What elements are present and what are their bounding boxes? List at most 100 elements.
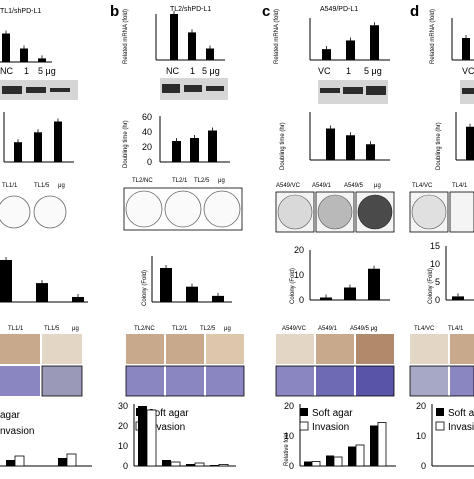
colony-well <box>125 190 163 228</box>
panel-a-photo-label: TL1/5 <box>44 326 60 332</box>
invasion-bar <box>333 456 343 467</box>
panel-d-bottom-ytick: 20 <box>416 401 426 411</box>
panel-b-doubling-ylabel: Doubling time (hr) <box>123 120 129 168</box>
panel-c-doubling-bar <box>366 144 375 160</box>
panel-c-title: A549/PD-L1 <box>320 6 358 13</box>
panel-b-bottom-ytick: 0 <box>123 461 128 471</box>
panel-c-ytick: 20 <box>294 245 304 255</box>
panel-c-letter: c <box>262 3 270 20</box>
panel-a-xtick: 1 <box>24 66 29 76</box>
panel-c-colony-label: A549/1 <box>312 183 332 189</box>
wb-band <box>343 87 363 94</box>
panel-d-colony-bar <box>452 296 464 300</box>
panel-a-mrna-bar <box>20 48 28 62</box>
panel-b-colony-ylabel: Colony (Fold) <box>142 270 148 306</box>
wb-band <box>320 88 340 93</box>
softagar-bar <box>58 458 67 466</box>
panel-b-doubling-bar <box>172 141 181 162</box>
panel-a-xtick: 5 μg <box>38 66 56 76</box>
wb-band <box>206 86 224 91</box>
colony-well <box>164 190 202 228</box>
panel-b-softagar-photo <box>206 334 244 364</box>
panel-b-legend-invasion: Invasion <box>148 422 185 433</box>
invasion-bar <box>194 462 205 467</box>
panel-a-softagar-photo <box>0 334 40 364</box>
wb-band <box>162 84 180 93</box>
colony-well <box>0 195 31 229</box>
softagar-bar <box>186 464 195 466</box>
panel-b-legend-softagar: Soft agar <box>148 408 189 419</box>
panel-b-ytick: 0 <box>147 157 152 167</box>
panel-b-mrna-ylabel: Related mRNA (fold) <box>123 9 129 64</box>
panel-d-bottom-ytick: 0 <box>421 461 426 471</box>
softagar-bar <box>348 446 356 466</box>
panel-d-colony-photo <box>449 191 474 233</box>
softagar-bar <box>6 460 15 466</box>
panel-a-softagar-photo <box>42 334 82 364</box>
softagar-bar <box>370 425 378 466</box>
panel-d-doubling-bar <box>466 126 474 160</box>
panel-b-bottom-bars <box>138 406 229 467</box>
panel-d-legend-invasion: Invasi <box>448 422 474 433</box>
panel-a-colony-bar <box>72 296 84 302</box>
panel-a-doubling-bar <box>54 121 62 162</box>
panel-c-photo-label: A549/5 μg <box>350 326 377 332</box>
panel-b-ytick: 60 <box>142 112 152 122</box>
panel-d-mrna-ylabel: Related mRNA (fold) <box>430 9 436 64</box>
panel-b-colony-bar <box>212 295 224 302</box>
panel-c-doubling-bar <box>346 135 355 160</box>
panel-b-photo-label: TL2/NC <box>134 326 155 332</box>
panel-a-legend-softagar: agar <box>0 410 21 421</box>
panel-d-colony-ylabel: Colony (Fold) <box>428 268 434 304</box>
invasion-bar <box>311 461 321 467</box>
panel-a-doubling-bar <box>14 142 22 162</box>
panel-c-doubling-bar <box>326 128 335 160</box>
wb-band <box>184 85 202 92</box>
panel-c-invasion-photo <box>316 366 354 396</box>
panel-c-bottom-bars <box>304 422 387 467</box>
panel-d-softagar-photo <box>410 334 448 364</box>
panel-a-colony-bar <box>36 283 48 302</box>
softagar-bar <box>326 455 334 466</box>
panel-c-ytick: 0 <box>299 295 304 305</box>
panel-c-xtick: VC <box>318 66 331 76</box>
wb-band <box>2 86 22 94</box>
panel-a-mrna-bar <box>2 33 10 62</box>
panel-c-invasion-photo <box>276 366 314 396</box>
panel-b-doubling-bar <box>190 138 199 162</box>
photo-frame <box>125 365 245 397</box>
panel-d-xtick: VC <box>462 66 474 76</box>
panel-c-doubling-ylabel: Doubling time (hr) <box>280 122 286 170</box>
panel-c-xtick: 5 μg <box>364 66 382 76</box>
panel-c-xtick: 1 <box>346 66 351 76</box>
panel-c-softagar-photo <box>276 334 314 364</box>
panel-b-photo-label: TL2/5 <box>200 326 216 332</box>
panel-b-colony-label: TL2/NC <box>132 178 153 184</box>
panel-c-legend-invasion: Invasion <box>312 422 349 433</box>
panel-b-letter: b <box>110 3 119 20</box>
panel-b-colony-label: TL2/5 <box>194 178 210 184</box>
panel-b-xtick: 5 μg <box>202 66 220 76</box>
panel-a-colony-label: TL1/1 <box>2 183 18 189</box>
panel-d-legend-softagar: Soft ag <box>448 408 474 419</box>
colony-well <box>33 195 67 229</box>
colony-well <box>411 194 447 230</box>
panel-c-mrna-bar <box>346 40 355 60</box>
panel-b-photo-label: TL2/1 <box>172 326 188 332</box>
panel-c-photo-label: A549/1 <box>318 326 338 332</box>
panel-b-ytick: 20 <box>142 142 152 152</box>
panel-c-bottom-ytick: 0 <box>289 461 294 471</box>
panel-d-ytick: 0 <box>435 295 440 305</box>
photo-frame <box>409 365 474 397</box>
panel-d-ytick: 5 <box>435 277 440 287</box>
panel-a-photo-label: TL1/1 <box>8 326 24 332</box>
panel-c-colony-bar <box>320 297 332 300</box>
panel-c-bottom-ylabel: Relative fold <box>284 433 290 466</box>
wb-band <box>26 87 46 93</box>
panel-a-legend-invasion: nvasion <box>0 426 34 437</box>
panel-b-title: TL2/shPD-L1 <box>170 6 211 13</box>
panel-a-xtick: NC <box>0 66 13 76</box>
panel-c-colony-label: A549/5 <box>344 183 364 189</box>
panel-d-photo-label: TL4/1 <box>448 326 464 332</box>
